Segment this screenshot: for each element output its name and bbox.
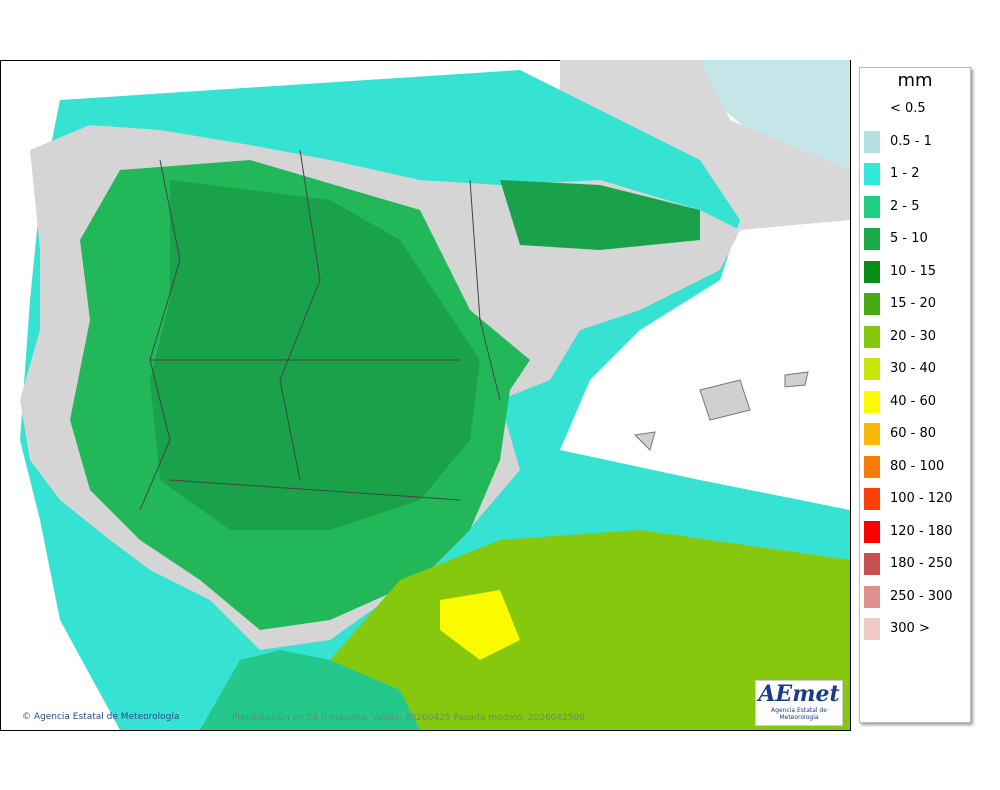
legend-item: 1 - 2 (864, 163, 968, 185)
legend-item: 300 > (864, 618, 968, 640)
legend-label: 60 - 80 (890, 426, 937, 441)
south-green (330, 530, 850, 730)
legend-item: 180 - 250 (864, 553, 968, 575)
legend-label: < 0.5 (890, 101, 926, 116)
legend: mm < 0.5 0.5 - 1 1 - 2 2 - 5 5 - 10 10 - 15 15… (859, 67, 971, 723)
legend-label: 250 - 300 (890, 588, 953, 604)
legend-swatch (864, 163, 880, 185)
map (0, 60, 851, 731)
legend-swatch (864, 423, 880, 445)
yellow-blob (440, 590, 520, 660)
legend-swatch (864, 618, 880, 640)
legend-swatch (864, 130, 880, 153)
logo: AEmet Agencia Estatal de Meteorología (755, 680, 843, 726)
legend-label: 1 - 2 (890, 166, 920, 181)
legend-label: 80 - 100 (890, 458, 945, 474)
africa-area (200, 650, 420, 730)
legend-item: 100 - 120 (864, 488, 968, 510)
legend-item: 30 - 40 (864, 358, 968, 380)
legend-swatch (864, 293, 880, 315)
france-land (560, 60, 850, 230)
legend-label: 5 - 10 (890, 231, 928, 246)
legend-item: 5 - 10 (864, 228, 968, 250)
legend-item: 0.5 - 1 (864, 130, 968, 153)
logo-name: AEmet (758, 681, 840, 707)
legend-label: 180 - 250 (890, 556, 953, 571)
legend-item: 80 - 100 (864, 455, 968, 478)
legend-item: 120 - 180 (864, 520, 968, 543)
france-sea (470, 60, 850, 190)
balearic-islands (633, 371, 809, 451)
legend-title: mm (897, 70, 933, 91)
legend-swatch (864, 488, 880, 510)
legend-label: 2 - 5 (890, 198, 920, 214)
legend-swatch (864, 325, 880, 348)
legend-label: 10 - 15 (890, 263, 937, 279)
legend-item: 15 - 20 (864, 293, 968, 315)
legend-label: 100 - 120 (890, 491, 953, 506)
dark-green-area (150, 180, 480, 530)
legend-item: 60 - 80 (864, 423, 968, 445)
legend-item: 250 - 300 (864, 585, 968, 608)
legend-label: 0.5 - 1 (890, 133, 932, 149)
legend-swatch (864, 195, 880, 218)
legend-swatch (864, 455, 880, 478)
legend-swatch (864, 260, 880, 283)
legend-item: 10 - 15 (864, 260, 968, 283)
logo-subtitle: Agencia Estatal de Meteorología (770, 707, 827, 721)
legend-swatch (864, 228, 880, 250)
legend-swatch (864, 585, 880, 608)
legend-item: 2 - 5 (864, 195, 968, 218)
legend-item: 40 - 60 (864, 390, 968, 413)
legend-label: 30 - 40 (890, 361, 937, 376)
legend-swatch (864, 358, 880, 380)
legend-item: < 0.5 (864, 98, 968, 120)
legend-label: 120 - 180 (890, 523, 953, 539)
legend-swatch (864, 553, 880, 575)
legend-label: 40 - 60 (890, 393, 937, 409)
map-caption: Precipitación en 24 h máxima. Válido: 20… (232, 713, 585, 723)
legend-label: 15 - 20 (890, 296, 937, 311)
legend-swatch (864, 520, 880, 543)
legend-item: 20 - 30 (864, 325, 968, 348)
ebro-green (500, 180, 700, 250)
region-borders (139, 149, 501, 511)
legend-swatch (864, 390, 880, 413)
agency-credit: © Agencia Estatal de Meteorología (22, 712, 180, 722)
legend-label: 20 - 30 (890, 328, 937, 344)
legend-label: 300 > (890, 621, 930, 636)
